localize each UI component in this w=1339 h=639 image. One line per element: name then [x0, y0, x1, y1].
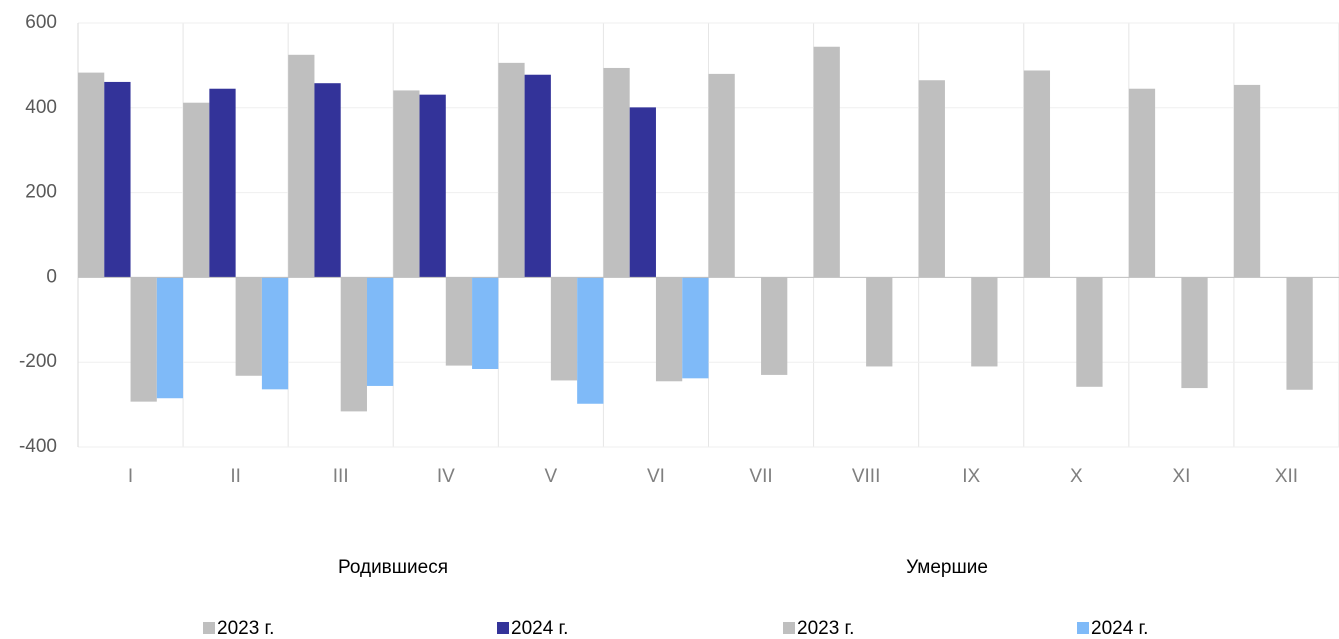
x-tick-label: X	[1070, 466, 1083, 487]
legend-label: 2023 г.	[797, 618, 854, 639]
legend-label: 2024 г.	[1091, 618, 1148, 639]
bar	[971, 277, 998, 367]
x-tick-label: II	[230, 466, 241, 487]
legend-group-title: Умершие	[906, 557, 988, 578]
bar	[472, 277, 499, 369]
y-tick-label: 400	[25, 97, 57, 118]
bar	[393, 90, 420, 278]
legend-label: 2023 г.	[217, 618, 274, 639]
bar	[366, 277, 394, 386]
x-tick-label: I	[128, 466, 133, 487]
bar	[524, 74, 551, 278]
bar	[1233, 84, 1261, 278]
bar	[261, 277, 289, 390]
y-tick-label: -200	[19, 351, 57, 372]
bar	[183, 102, 210, 278]
legend-swatch	[783, 622, 795, 634]
bar	[1128, 88, 1156, 278]
bar	[419, 94, 446, 278]
bar	[918, 80, 945, 278]
bar	[156, 277, 184, 399]
bar	[655, 277, 683, 382]
y-tick-label: -400	[19, 436, 57, 457]
bar	[708, 73, 735, 278]
bar	[235, 277, 262, 376]
bar	[288, 54, 315, 278]
x-tick-label: V	[545, 466, 558, 487]
bar	[603, 67, 630, 278]
bar	[314, 83, 341, 278]
x-tick-label: XI	[1172, 466, 1190, 487]
legend-group-title: Родившиеся	[338, 557, 448, 578]
bar	[682, 277, 709, 379]
x-tick-label: VI	[647, 466, 665, 487]
bar	[1286, 277, 1313, 390]
x-tick-label: VII	[749, 466, 772, 487]
x-tick-label: IV	[437, 466, 455, 487]
legend-swatch	[203, 622, 215, 634]
x-tick-label: IX	[962, 466, 980, 487]
y-tick-label: 600	[25, 12, 57, 33]
bar	[1023, 70, 1051, 278]
y-tick-label: 200	[25, 182, 57, 203]
bar	[813, 46, 840, 278]
legend-swatch	[497, 622, 509, 634]
bar	[629, 107, 656, 278]
bar	[209, 88, 236, 278]
bar	[78, 72, 105, 278]
bar	[1076, 277, 1103, 387]
x-tick-label: III	[333, 466, 349, 487]
x-tick-label: XII	[1275, 466, 1298, 487]
bar	[1181, 277, 1208, 389]
bar	[340, 277, 367, 412]
bar	[104, 81, 131, 278]
legend-label: 2024 г.	[511, 618, 568, 639]
bar	[761, 277, 788, 375]
x-tick-label: VIII	[852, 466, 881, 487]
bar	[130, 277, 157, 402]
bar	[550, 277, 578, 381]
bar	[866, 277, 893, 367]
bar	[577, 277, 604, 404]
bar	[498, 62, 525, 278]
y-tick-label: 0	[46, 266, 57, 287]
legend-swatch	[1077, 622, 1089, 634]
bar	[445, 277, 473, 366]
